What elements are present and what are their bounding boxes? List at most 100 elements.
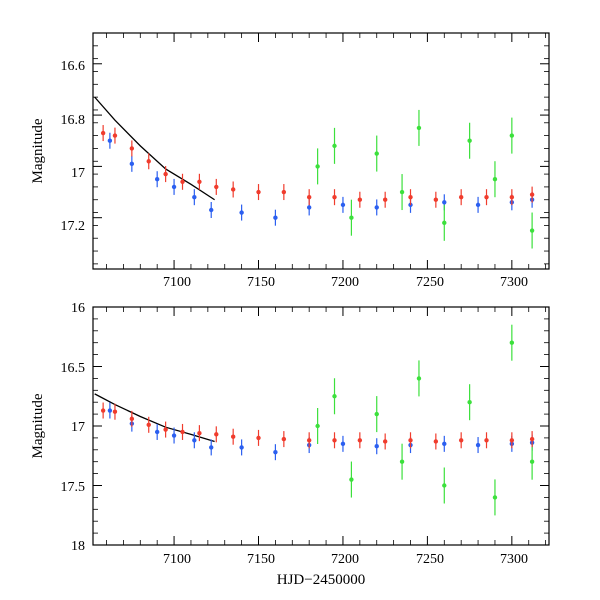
top-plot-frame [92, 32, 550, 270]
top-series-1-point [315, 164, 320, 169]
top-model-curve [94, 96, 215, 201]
top-series-0-point [192, 194, 197, 200]
bottom-series-2-point [100, 408, 106, 413]
top-series-0-point [273, 215, 278, 220]
bottom-x-tick-label: 7200 [331, 552, 359, 567]
top-series-1-point [492, 177, 498, 182]
bottom-panel: 7100 7150 7200 7250 7300 16 16.5 17 17.5… [30, 301, 550, 588]
bottom-series-0-point [209, 445, 214, 450]
top-y-axis-label: Magnitude [30, 118, 46, 183]
top-series-0-point [306, 205, 312, 210]
bottom-series-0-point [273, 449, 278, 455]
bottom-x-tick-label: 7250 [416, 552, 444, 567]
top-x-tick-label: 7200 [331, 275, 359, 290]
top-series-2-point [408, 194, 413, 200]
bottom-y-tick-label: 17.5 [61, 480, 86, 495]
bottom-series-2-point [382, 439, 388, 444]
bottom-series-2-point [433, 439, 439, 444]
top-x-tick-label: 7250 [416, 275, 444, 290]
top-ticks-layer [93, 32, 549, 269]
bottom-series-1-point [492, 495, 498, 500]
top-series-2-point [382, 197, 388, 202]
top-series-2-point [214, 184, 219, 190]
bottom-series-2-point [529, 436, 535, 442]
top-series-2-point [458, 194, 464, 200]
top-x-tick-label: 7300 [500, 275, 528, 290]
top-series-2-point [256, 189, 261, 195]
bottom-x-axis-label: HJD−2450000 [277, 572, 365, 588]
bottom-series-1-point [332, 394, 337, 399]
top-series-2-point [281, 189, 287, 195]
bottom-series-2-point [332, 438, 337, 443]
top-series-1-point [374, 151, 379, 156]
top-series-2-point [129, 146, 135, 151]
top-series-2-point [197, 179, 202, 184]
top-series-0-point [209, 207, 214, 213]
bottom-series-2-point [214, 432, 219, 437]
top-series-0-point [475, 202, 481, 208]
bottom-x-tick-label: 7150 [247, 552, 275, 567]
bottom-series-2-point [180, 429, 185, 435]
bottom-series-1-point [416, 376, 422, 381]
bottom-data-points-layer [100, 324, 535, 516]
bottom-series-1-point [467, 400, 472, 405]
bottom-model-curve-layer [94, 393, 215, 443]
top-model-curve-layer [94, 96, 215, 201]
top-series-2-point [112, 133, 118, 138]
bottom-series-2-point [163, 427, 168, 432]
bottom-series-0-point [171, 433, 177, 438]
bottom-series-2-point [230, 434, 236, 439]
bottom-series-0-point [239, 445, 244, 450]
top-series-2-point [529, 192, 535, 197]
bottom-series-2-point [357, 438, 363, 443]
top-series-2-point [433, 197, 439, 202]
bottom-series-1-point [374, 411, 379, 417]
bottom-series-0-point [192, 438, 197, 443]
bottom-series-2-point [112, 409, 118, 414]
top-panel: 7100 7150 7200 7250 7300 16.6 16.8 17 17… [30, 32, 550, 290]
bottom-series-2-point [146, 422, 151, 428]
bottom-ticks-layer [93, 306, 549, 546]
bottom-series-1-point [399, 459, 405, 464]
bottom-y-axis-label: Magnitude [30, 393, 46, 458]
top-y-tick-label: 16.8 [61, 113, 86, 128]
bottom-series-0-point [475, 442, 481, 448]
top-y-tick-label: 17 [71, 166, 85, 181]
top-series-2-point [357, 197, 363, 202]
top-series-2-point [100, 130, 106, 136]
bottom-series-0-point [107, 408, 113, 413]
bottom-series-0-point [340, 441, 346, 447]
top-series-2-point [163, 171, 168, 177]
top-series-1-point [399, 189, 405, 195]
bottom-series-1-point [442, 483, 447, 488]
bottom-x-tick-label: 7100 [163, 552, 191, 567]
top-series-1-point [529, 228, 535, 233]
bottom-series-2-point [509, 438, 515, 443]
top-data-points-layer [100, 109, 535, 249]
bottom-series-1-point [509, 340, 515, 345]
top-series-2-point [146, 159, 151, 164]
top-series-2-point [230, 187, 236, 192]
top-series-0-point [374, 205, 379, 210]
bottom-series-2-point [197, 430, 202, 436]
top-series-1-point [442, 220, 447, 226]
top-y-tick-label: 16.6 [61, 59, 86, 74]
bottom-y-tick-label: 18 [71, 539, 85, 554]
bottom-series-2-point [129, 416, 135, 422]
top-series-2-point [484, 194, 489, 200]
top-series-0-point [129, 161, 135, 167]
bottom-series-1-point [349, 477, 354, 482]
bottom-series-2-point [484, 438, 489, 443]
bottom-series-2-point [281, 436, 287, 442]
top-x-tick-label: 7100 [163, 275, 191, 290]
top-series-1-point [332, 143, 337, 149]
top-series-1-point [467, 138, 472, 143]
bottom-series-0-point [374, 444, 379, 449]
bottom-y-tick-label: 17 [71, 420, 85, 435]
bottom-series-2-point [458, 438, 464, 443]
top-series-2-point [180, 179, 185, 184]
top-y-tick-label: 17.2 [61, 219, 86, 234]
bottom-series-2-point [256, 435, 261, 441]
bottom-model-curve [94, 393, 215, 443]
